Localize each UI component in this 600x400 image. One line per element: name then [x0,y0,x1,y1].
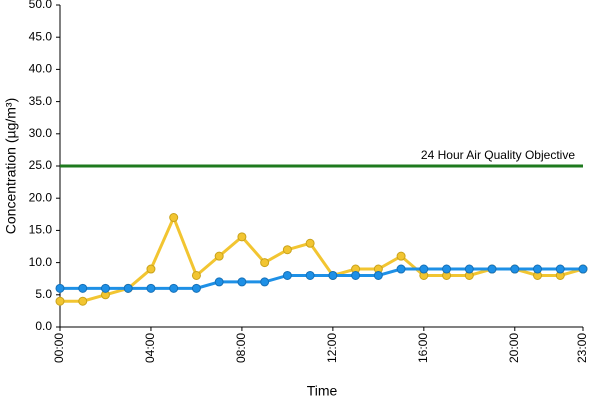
reference-label: 24 Hour Air Quality Objective [421,148,575,162]
data-point [146,283,156,293]
data-point [55,283,65,293]
x-tick-label: 00:00 [52,333,66,363]
data-point [100,283,110,293]
data-point [487,264,497,274]
data-point [146,264,156,274]
data-point [464,264,474,274]
data-point [214,251,224,261]
y-tick-label: 35.0 [29,94,53,108]
data-point [578,264,588,274]
data-point [191,283,201,293]
data-point [78,283,88,293]
y-tick-label: 15.0 [29,223,53,237]
data-point [351,270,361,280]
y-tick-label: 10.0 [29,255,53,269]
y-tick-label: 0.0 [35,319,52,333]
data-point [123,283,133,293]
data-point [191,270,201,280]
x-tick-label: 16:00 [416,333,430,363]
x-tick-label: 08:00 [234,333,248,363]
x-tick-label: 12:00 [325,333,339,363]
data-point [237,277,247,287]
data-point [555,264,565,274]
data-point [328,270,338,280]
data-point [305,238,315,248]
data-point [169,283,179,293]
data-point [282,270,292,280]
data-point [419,264,429,274]
x-tick-label: 04:00 [143,333,157,363]
data-point [305,270,315,280]
data-point [282,245,292,255]
data-point [373,270,383,280]
y-tick-label: 45.0 [29,29,53,43]
data-point [510,264,520,274]
data-point [55,296,65,306]
data-point [396,251,406,261]
data-point [214,277,224,287]
y-tick-label: 25.0 [29,158,53,172]
data-point [237,232,247,242]
y-tick-label: 5.0 [35,287,52,301]
x-tick-label: 23:00 [575,333,589,363]
y-tick-label: 20.0 [29,190,53,204]
y-tick-label: 50.0 [29,0,53,11]
data-point [396,264,406,274]
data-point [260,277,270,287]
x-tick-label: 20:00 [507,333,521,363]
y-tick-label: 30.0 [29,126,53,140]
data-point [533,264,543,274]
data-point [442,264,452,274]
y-tick-label: 40.0 [29,62,53,76]
data-point [78,296,88,306]
data-point [169,213,179,223]
y-axis-title: Concentration (µg/m³) [3,98,19,234]
data-point [260,258,270,268]
x-axis-title: Time [307,383,338,399]
